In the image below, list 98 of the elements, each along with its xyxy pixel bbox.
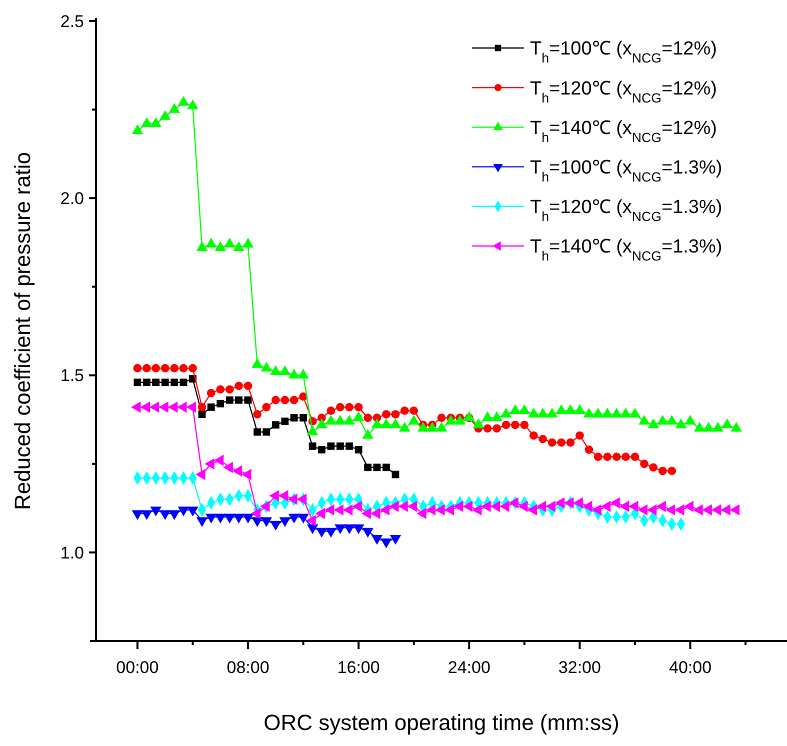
point: [318, 446, 326, 454]
point: [254, 428, 261, 436]
point: [244, 382, 252, 390]
point: [206, 388, 216, 398]
point: [300, 414, 308, 422]
point: [253, 410, 262, 418]
point: [168, 510, 180, 520]
point: [132, 510, 144, 520]
point: [437, 414, 446, 422]
point: [290, 414, 298, 422]
legend-label: T$_{h}$=140℃ (x$_{NCG}$=1.3%): [530, 236, 722, 264]
point: [510, 420, 520, 430]
point: [308, 442, 316, 450]
x-axis-title: ORC system operating time (mm:ss): [264, 710, 620, 735]
legend-label: T$_{h}$=120℃ (x$_{NCG}$=1.3%): [530, 197, 722, 224]
y-axis-title: Reduced coefficient of pressure ratio: [10, 152, 35, 510]
point: [603, 452, 612, 461]
point: [373, 464, 381, 472]
point: [290, 396, 298, 404]
point: [400, 406, 409, 415]
point: [281, 418, 289, 426]
point: [198, 410, 206, 418]
point: [336, 402, 344, 412]
x-tick-label: 24:00: [448, 658, 490, 677]
point: [161, 378, 169, 386]
point: [216, 400, 224, 408]
point: [576, 431, 584, 440]
x-tick-label: 40:00: [668, 658, 712, 677]
x-tick-label: 08:00: [226, 658, 270, 677]
point: [226, 396, 234, 404]
point: [630, 452, 640, 461]
y-tick-label: 1.5: [60, 366, 84, 386]
point: [336, 442, 344, 450]
point: [262, 428, 270, 436]
point: [133, 364, 142, 372]
point: [179, 364, 188, 372]
x-tick-label: 32:00: [558, 658, 601, 677]
point: [658, 466, 667, 476]
point: [160, 364, 170, 372]
point: [354, 446, 362, 454]
point: [180, 378, 188, 386]
point: [225, 385, 234, 394]
point: [557, 438, 566, 447]
point: [326, 406, 336, 415]
point: [346, 442, 354, 450]
point: [538, 434, 547, 444]
point: [235, 396, 242, 404]
point: [364, 414, 372, 422]
point: [410, 406, 418, 415]
point: [483, 424, 492, 433]
point: [207, 403, 215, 411]
y-tick-label: 2.0: [60, 189, 84, 208]
point: [612, 452, 621, 461]
point: [280, 396, 290, 404]
point: [649, 463, 658, 472]
point: [272, 421, 280, 429]
point: [354, 402, 363, 412]
point: [566, 438, 575, 447]
point: [262, 402, 271, 412]
legend-label: T$_{h}$=140℃ (x$_{NCG}$=12%): [530, 118, 717, 144]
point: [152, 364, 160, 372]
point: [142, 364, 151, 372]
point: [134, 378, 142, 386]
point: [143, 378, 150, 386]
point: [216, 385, 225, 394]
point: [159, 510, 171, 520]
x-tick-label: 00:00: [116, 658, 159, 677]
point: [170, 364, 179, 372]
point: [382, 464, 390, 472]
x-tick-label: 16:00: [337, 658, 380, 677]
y-tick-label: 1.0: [60, 543, 84, 562]
point: [622, 452, 630, 461]
point: [492, 424, 501, 433]
point: [520, 420, 529, 430]
point: [244, 396, 252, 404]
point: [668, 466, 676, 476]
y-tick-label: 2.5: [60, 12, 84, 31]
point: [364, 464, 372, 472]
legend-label: T$_{h}$=120℃ (x$_{NCG}$=12%): [530, 78, 717, 105]
point: [502, 420, 510, 430]
point: [271, 396, 280, 404]
point: [594, 452, 602, 461]
point: [548, 438, 556, 447]
point: [170, 378, 178, 386]
point: [529, 431, 538, 440]
point: [640, 460, 648, 468]
point: [584, 446, 594, 454]
point: [234, 382, 243, 390]
point: [327, 442, 335, 450]
point: [141, 510, 152, 520]
point: [152, 378, 160, 386]
point: [382, 410, 390, 418]
point: [345, 402, 354, 412]
point: [391, 410, 400, 418]
point: [198, 402, 206, 412]
legend-label: T$_{h}$=100℃ (x$_{NCG}$=12%): [530, 38, 717, 66]
legend-label: T$_{h}$=100℃ (x$_{NCG}$=1.3%): [530, 157, 722, 184]
point: [188, 364, 197, 372]
